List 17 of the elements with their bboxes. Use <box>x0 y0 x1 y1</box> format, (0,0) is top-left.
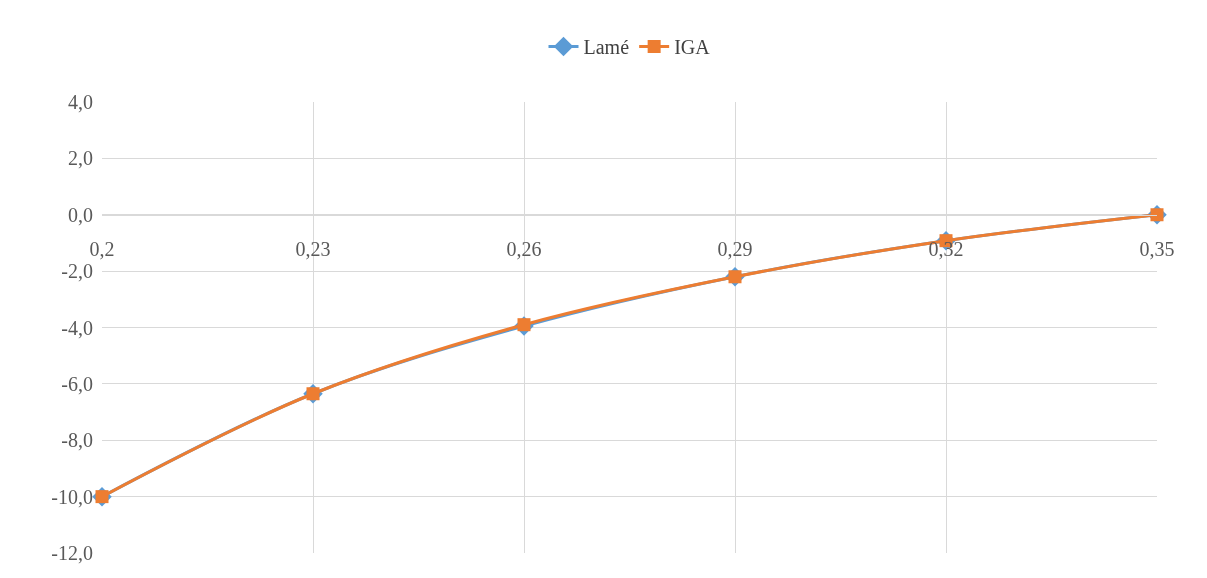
legend-label: IGA <box>674 36 711 59</box>
x-tick-label: 0,32 <box>928 237 964 260</box>
y-tick-label: -10,0 <box>51 485 93 508</box>
y-tick-label: 4,0 <box>68 91 93 113</box>
x-tick-label: 0,23 <box>295 237 331 260</box>
y-tick-label: -4,0 <box>61 316 93 339</box>
x-tick-label: 0,29 <box>717 237 753 260</box>
y-tick-label: -12,0 <box>51 542 93 564</box>
x-tick-label: 0,2 <box>89 237 115 260</box>
legend-label: Lamé <box>583 36 630 59</box>
y-tick-label: -6,0 <box>61 372 93 395</box>
x-tick-label: 0,35 <box>1139 237 1175 260</box>
y-tick-label: -2,0 <box>61 260 93 283</box>
y-tick-label: 0,0 <box>68 203 93 226</box>
x-tick-label: 0,26 <box>506 237 542 260</box>
y-tick-label: 2,0 <box>68 147 93 170</box>
y-tick-label: -8,0 <box>61 429 93 452</box>
